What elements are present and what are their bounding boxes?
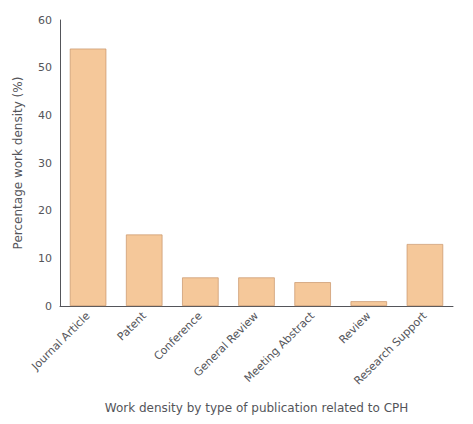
svg-text:20: 20 <box>38 204 52 217</box>
svg-text:50: 50 <box>38 61 52 74</box>
svg-text:General Review: General Review <box>191 309 262 380</box>
svg-text:30: 30 <box>38 157 52 170</box>
svg-text:Journal Article: Journal Article <box>29 309 93 373</box>
svg-text:Patent: Patent <box>115 309 150 344</box>
svg-text:40: 40 <box>38 109 52 122</box>
svg-text:Percentage work density (%): Percentage work density (%) <box>11 77 25 250</box>
svg-text:60: 60 <box>38 14 52 27</box>
svg-text:Conference: Conference <box>151 309 205 363</box>
svg-text:10: 10 <box>38 252 52 265</box>
svg-text:Meeting Abstract: Meeting Abstract <box>242 309 318 385</box>
svg-text:Review: Review <box>336 309 373 346</box>
svg-text:Research Support: Research Support <box>352 309 430 387</box>
svg-text:0: 0 <box>45 300 52 313</box>
svg-text:Work density by type of public: Work density by type of publication rela… <box>105 401 409 415</box>
